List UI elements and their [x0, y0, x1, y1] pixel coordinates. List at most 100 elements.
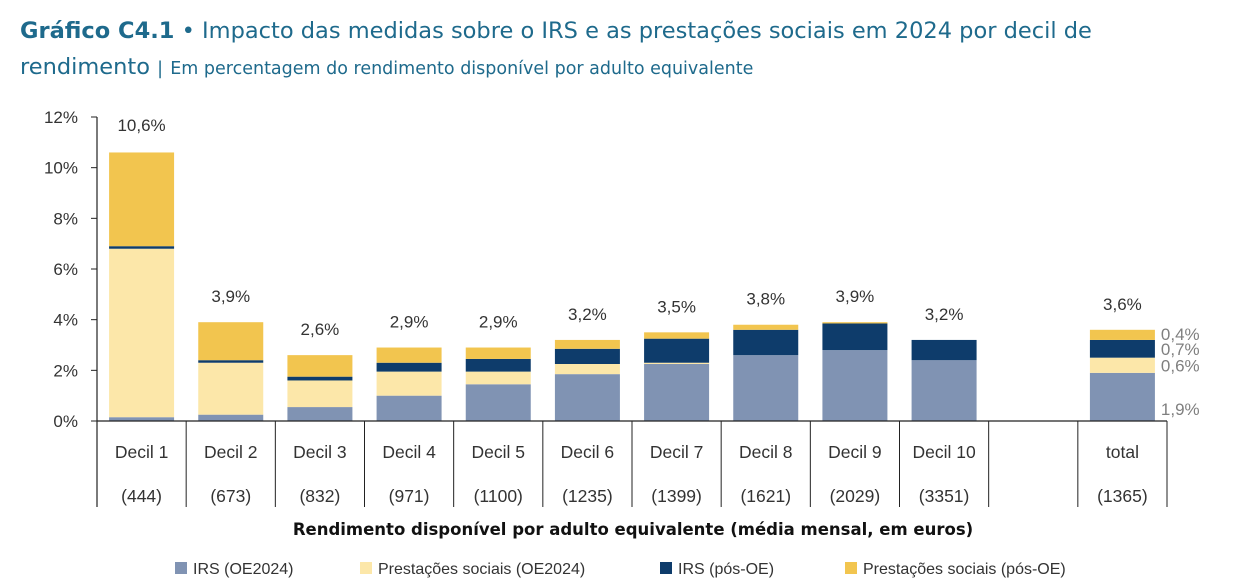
- y-tick-label: 0%: [53, 412, 78, 431]
- x-income-label: (1621): [740, 486, 791, 506]
- bar-segment-irs_oe: [376, 395, 442, 421]
- title-separator: |: [157, 59, 164, 79]
- x-category-label: Decil 6: [561, 442, 615, 462]
- x-category-label: Decil 3: [293, 442, 347, 462]
- bar-segment-prest_pos: [733, 324, 799, 330]
- x-category-label: Decil 8: [739, 442, 793, 462]
- total-value-label: 2,9%: [390, 313, 429, 332]
- bar-segment-irs_pos: [376, 362, 442, 372]
- x-income-label: (1365): [1097, 486, 1148, 506]
- bar-segment-irs_pos: [554, 348, 620, 364]
- x-income-label: (2029): [830, 486, 881, 506]
- legend-label: IRS (OE2024): [193, 561, 293, 578]
- bar-segment-prest_oe: [554, 364, 620, 375]
- total-value-label: 3,2%: [925, 305, 964, 324]
- legend-swatch-irs_oe: [175, 562, 187, 574]
- bar-segment-prest_pos: [554, 339, 620, 349]
- x-category-label: Decil 10: [912, 442, 975, 462]
- bar-segment-prest_oe: [109, 248, 175, 418]
- bar-segment-irs_oe: [287, 407, 353, 421]
- total-value-label: 3,2%: [568, 305, 607, 324]
- x-income-label: (3351): [919, 486, 970, 506]
- y-tick-label: 10%: [44, 159, 78, 178]
- bar-segment-prest_pos: [822, 322, 888, 324]
- total-component-label: 0,4%: [1161, 325, 1200, 344]
- bar-segment-irs_oe: [644, 364, 710, 421]
- bar-segment-irs_pos: [733, 329, 799, 356]
- bar-segment-irs_oe: [1089, 372, 1155, 421]
- bar-segment-irs_oe: [198, 414, 264, 421]
- bar-segment-irs_oe: [822, 350, 888, 421]
- bar-segment-prest_pos: [287, 355, 353, 377]
- total-value-label: 10,6%: [117, 116, 165, 135]
- total-value-label: 2,9%: [479, 313, 518, 332]
- x-income-label: (444): [121, 486, 162, 506]
- bar-segment-prest_pos: [109, 152, 175, 247]
- chart-subtitle: Em percentagem do rendimento disponível …: [170, 59, 754, 79]
- bar-segment-irs_pos: [1089, 339, 1155, 358]
- x-category-label: Decil 9: [828, 442, 882, 462]
- bar-segment-prest_oe: [376, 371, 442, 396]
- legend-label: Prestações sociais (OE2024): [378, 561, 585, 578]
- legend-label: IRS (pós-OE): [678, 561, 774, 578]
- total-value-label: 3,8%: [746, 290, 785, 309]
- bar-segment-irs_pos: [465, 358, 531, 372]
- x-income-label: (1235): [562, 486, 613, 506]
- legend-swatch-prest_pos: [845, 562, 857, 574]
- bar-segment-irs_oe: [554, 374, 620, 421]
- x-income-label: (832): [299, 486, 340, 506]
- x-category-label: Decil 4: [382, 442, 436, 462]
- y-tick-label: 6%: [53, 260, 78, 279]
- bar-segment-irs_oe: [911, 360, 977, 421]
- bar-segment-prest_pos: [198, 322, 264, 361]
- bar-segment-irs_pos: [822, 323, 888, 351]
- bar-segment-irs_oe: [109, 417, 175, 421]
- y-tick-label: 4%: [53, 311, 78, 330]
- chart-title: Gráfico C4.1 • Impacto das medidas sobre…: [20, 13, 1220, 87]
- bar-segment-irs_pos: [644, 338, 710, 363]
- bar-segment-prest_pos: [376, 347, 442, 363]
- bar-segment-irs_pos: [287, 376, 353, 381]
- legend-swatch-irs_pos: [660, 562, 672, 574]
- total-value-label: 2,6%: [301, 320, 340, 339]
- bar-segment-prest_oe: [465, 371, 531, 385]
- bar-segment-prest_pos: [1089, 329, 1155, 340]
- legend-label: Prestações sociais (pós-OE): [863, 561, 1066, 578]
- bar-segment-prest_oe: [644, 362, 710, 364]
- x-category-label: Decil 2: [204, 442, 258, 462]
- bar-segment-irs_pos: [198, 360, 264, 363]
- total-value-label: 3,5%: [657, 297, 696, 316]
- legend-swatch-prest_oe: [360, 562, 372, 574]
- figure-label: Gráfico C4.1: [20, 18, 175, 44]
- bar-segment-prest_oe: [1089, 357, 1155, 373]
- bar-segment-prest_pos: [644, 332, 710, 339]
- x-category-label: Decil 5: [472, 442, 526, 462]
- bar-segment-prest_oe: [287, 380, 353, 408]
- x-category-label: Decil 1: [115, 442, 169, 462]
- bar-segment-irs_pos: [911, 339, 977, 361]
- total-component-label: 0,7%: [1161, 340, 1200, 359]
- x-income-label: (1399): [651, 486, 702, 506]
- x-income-label: (971): [389, 486, 430, 506]
- bar-segment-irs_pos: [109, 246, 175, 249]
- x-axis-title: Rendimento disponível por adulto equival…: [293, 520, 973, 539]
- total-component-label: 0,6%: [1161, 356, 1200, 375]
- bar-segment-irs_oe: [733, 355, 799, 421]
- title-bullet: •: [181, 18, 195, 44]
- bar-segment-prest_pos: [465, 347, 531, 359]
- total-value-label: 3,9%: [211, 287, 250, 306]
- total-component-label: 1,9%: [1161, 400, 1200, 419]
- x-category-label: total: [1106, 442, 1139, 462]
- total-value-label: 3,6%: [1103, 295, 1142, 314]
- title-text: Impacto das medidas sobre o IRS e as pre…: [20, 18, 1092, 80]
- y-tick-label: 2%: [53, 361, 78, 380]
- bar-segment-irs_oe: [465, 384, 531, 421]
- x-income-label: (673): [210, 486, 251, 506]
- y-tick-label: 8%: [53, 209, 78, 228]
- x-income-label: (1100): [474, 486, 523, 506]
- total-value-label: 3,9%: [836, 287, 875, 306]
- y-tick-label: 12%: [44, 108, 78, 127]
- bar-segment-prest_oe: [198, 362, 264, 415]
- x-category-label: Decil 7: [650, 442, 704, 462]
